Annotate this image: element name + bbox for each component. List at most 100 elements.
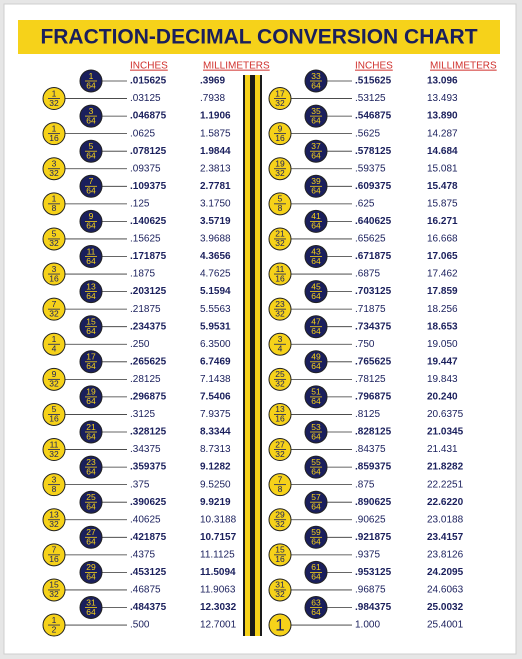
fraction-den: 4 [52, 344, 57, 354]
fraction-num: 41 [311, 211, 321, 221]
mm-value: 1.5875 [200, 128, 231, 139]
mm-value: .7938 [200, 93, 225, 104]
fraction-den: 8 [52, 203, 57, 213]
mm-value: 3.1750 [200, 198, 231, 209]
inches-value: .59375 [355, 163, 386, 174]
inches-value: .375 [130, 479, 150, 490]
fraction-den: 64 [86, 607, 96, 617]
fraction-num: 3 [89, 106, 94, 116]
fraction-num: 13 [275, 404, 285, 414]
fraction-num: 19 [275, 159, 285, 169]
mm-value: 7.5406 [200, 392, 231, 403]
inches-value: .1875 [130, 269, 155, 280]
fraction-den: 32 [275, 379, 285, 389]
fraction-num: 61 [311, 562, 321, 572]
mm-value: 18.256 [427, 304, 458, 315]
inches-value: .859375 [355, 462, 392, 473]
fraction-den: 64 [311, 537, 321, 547]
inches-value: .125 [130, 198, 150, 209]
inches-value: .84375 [355, 444, 386, 455]
fraction-den: 64 [311, 80, 321, 90]
mm-value: 17.065 [427, 251, 458, 262]
fraction-badge [268, 613, 292, 637]
mm-value: 7.1438 [200, 374, 231, 385]
mm-value: 17.462 [427, 269, 458, 280]
fraction-num: 11 [87, 246, 96, 256]
inches-value: .71875 [355, 304, 386, 315]
fraction-num: 1 [89, 71, 94, 81]
fraction-den: 64 [86, 115, 96, 125]
inches-value: .46875 [130, 585, 161, 596]
fraction-den: 64 [86, 186, 96, 196]
fraction-num: 3 [52, 159, 57, 169]
fraction-num: 19 [86, 387, 96, 397]
mm-value: 24.6063 [427, 585, 464, 596]
fraction-den: 64 [311, 221, 321, 231]
mm-value: 1.1906 [200, 111, 231, 122]
fraction-num: 15 [49, 580, 59, 590]
fraction-den: 16 [49, 273, 59, 283]
inches-value: .500 [130, 620, 150, 631]
fraction-num: 13 [86, 281, 96, 291]
inches-value: .921875 [355, 532, 392, 543]
fraction-num: 37 [311, 141, 321, 151]
inches-value: .171875 [130, 251, 167, 262]
fraction-den: 64 [86, 572, 96, 582]
fraction-num: 25 [275, 369, 285, 379]
mm-value: 11.9063 [200, 585, 236, 596]
mm-value: 16.668 [427, 234, 458, 245]
fraction-den: 32 [49, 589, 59, 599]
fraction-num: 1 [52, 615, 57, 625]
fraction-den: 64 [86, 291, 96, 301]
fraction-whole: 1 [275, 616, 284, 635]
fraction-num: 59 [311, 527, 321, 537]
fraction-num: 15 [275, 545, 285, 555]
inches-value: .609375 [355, 181, 392, 192]
fraction-num: 13 [49, 510, 59, 520]
fraction-den: 16 [49, 133, 59, 143]
mm-value: 9.9219 [200, 497, 231, 508]
fraction-den: 64 [311, 466, 321, 476]
mm-value: 13.493 [427, 93, 458, 104]
fraction-num: 9 [52, 369, 57, 379]
fraction-den: 32 [275, 519, 285, 529]
fraction-num: 25 [86, 492, 96, 502]
fraction-num: 23 [86, 457, 96, 467]
mm-value: 19.843 [427, 374, 458, 385]
mm-value: 10.7157 [200, 532, 237, 543]
inches-value: .625 [355, 198, 375, 209]
header-inches: INCHES [130, 61, 168, 72]
fraction-num: 57 [311, 492, 321, 502]
mm-value: 15.875 [427, 198, 458, 209]
fraction-den: 64 [311, 607, 321, 617]
fraction-num: 5 [52, 229, 57, 239]
fraction-num: 9 [278, 123, 283, 133]
fraction-den: 32 [275, 308, 285, 318]
mm-value: 5.5563 [200, 304, 231, 315]
fraction-den: 64 [86, 326, 96, 336]
fraction-den: 8 [52, 484, 57, 494]
inches-value: .65625 [355, 234, 386, 245]
fraction-num: 63 [311, 597, 321, 607]
fraction-num: 21 [86, 422, 96, 432]
mm-value: 12.7001 [200, 620, 237, 631]
inches-value: .09375 [130, 163, 161, 174]
mm-value: 19.050 [427, 339, 458, 350]
mm-value: 12.3032 [200, 602, 237, 613]
mm-value: 13.096 [427, 76, 458, 87]
fraction-num: 15 [86, 316, 96, 326]
fraction-num: 11 [50, 439, 59, 449]
inches-value: .234375 [130, 321, 167, 332]
fraction-num: 27 [275, 439, 285, 449]
fraction-den: 64 [86, 150, 96, 160]
fraction-den: 64 [311, 396, 321, 406]
mm-value: 22.2251 [427, 479, 464, 490]
fraction-den: 64 [86, 80, 96, 90]
fraction-num: 3 [52, 474, 57, 484]
mm-value: 6.3500 [200, 339, 231, 350]
inches-value: .96875 [355, 585, 386, 596]
inches-value: .796875 [355, 392, 392, 403]
mm-value: 1.9844 [200, 146, 231, 157]
mm-value: 24.2095 [427, 567, 464, 578]
